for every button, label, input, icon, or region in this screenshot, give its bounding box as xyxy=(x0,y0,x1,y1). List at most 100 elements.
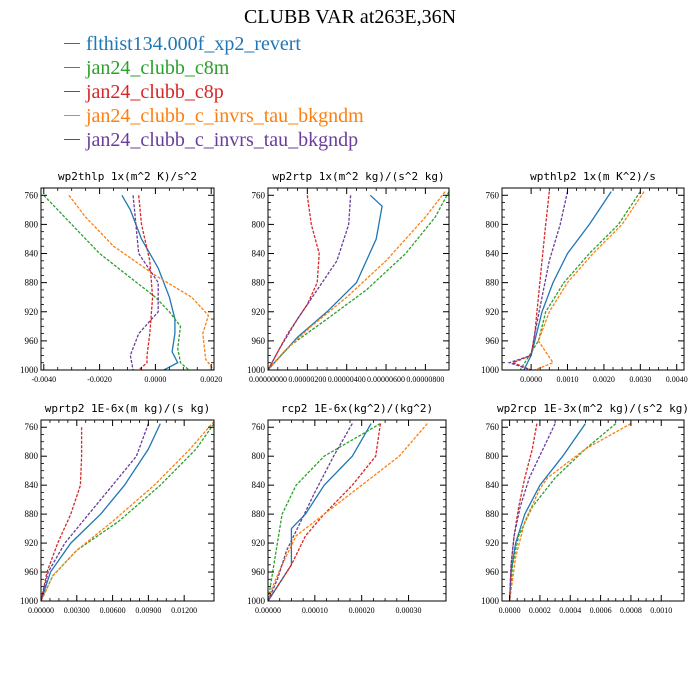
x-tick-label: 0.0002 xyxy=(529,606,551,615)
y-tick-label: 880 xyxy=(252,509,266,519)
x-tick-label: 0.0020 xyxy=(593,375,615,384)
legend-label: flthist134.000f_xp2_revert xyxy=(86,33,301,55)
y-tick-label: 800 xyxy=(25,451,39,461)
panel-title: wprtp2 1E-6x(m kg)/(s kg) xyxy=(45,402,211,415)
y-tick-label: 960 xyxy=(486,567,500,577)
panel-title: wpthlp2 1x(m K^2)/s xyxy=(530,170,656,183)
legend: flthist134.000f_xp2_revert jan24_clubb_c… xyxy=(64,32,364,152)
panel-2: wpthlp2 1x(m K^2)/s 760 800 840 880 920 960 100… xyxy=(481,170,688,384)
series-line-1 xyxy=(268,191,449,370)
x-tick-label: -0.0040 xyxy=(31,375,56,384)
panel-0: wp2thlp 1x(m^2 K)/s^2 760 800 840 880 920 960 1… xyxy=(20,170,222,384)
legend-entry-4: jan24_clubb_c_invrs_tau_bkgndp xyxy=(64,128,364,152)
series-line-1 xyxy=(519,191,641,370)
x-tick-label: 0.0006 xyxy=(590,606,612,615)
legend-swatch xyxy=(64,114,80,116)
y-tick-label: 880 xyxy=(25,509,39,519)
x-tick-label: 0.0020 xyxy=(200,375,222,384)
legend-entry-2: jan24_clubb_c8p xyxy=(64,80,364,104)
x-tick-label: 0.0030 xyxy=(629,375,651,384)
panel-title: rcp2 1E-6x(kg^2)/(kg^2) xyxy=(281,402,433,415)
legend-swatch xyxy=(64,42,80,44)
panel-frame xyxy=(40,419,215,602)
y-tick-label: 840 xyxy=(486,249,500,259)
x-tick-label: 0.0004 xyxy=(559,606,581,615)
legend-entry-3: jan24_clubb_c_invrs_tau_bkgndm xyxy=(64,104,364,128)
panel-title: wp2rcp 1E-3x(m^2 kg)/(s^2 kg) xyxy=(497,402,689,415)
panel-4: rcp2 1E-6x(kg^2)/(kg^2) 760 800 840 880 920 96… xyxy=(247,402,447,615)
legend-swatch xyxy=(64,90,80,92)
y-tick-label: 840 xyxy=(486,480,500,490)
y-tick-label: 760 xyxy=(25,190,39,200)
y-tick-label: 1000 xyxy=(481,365,500,375)
series-group xyxy=(268,191,449,370)
y-tick-label: 960 xyxy=(25,567,39,577)
y-tick-label: 920 xyxy=(486,307,500,317)
y-tick-label: 920 xyxy=(25,538,39,548)
series-line-2 xyxy=(41,427,83,601)
panel-frame xyxy=(40,187,215,371)
x-tick-label: 0.0000 xyxy=(499,606,521,615)
y-tick-label: 840 xyxy=(252,249,266,259)
legend-swatch xyxy=(64,138,80,140)
series-line-3 xyxy=(508,423,632,601)
y-tick-label: 880 xyxy=(252,278,266,288)
series-line-3 xyxy=(268,191,446,370)
y-tick-label: 880 xyxy=(25,278,39,288)
x-tick-label: 0.00010 xyxy=(302,606,328,615)
series-line-2 xyxy=(138,195,154,370)
legend-label: jan24_clubb_c_invrs_tau_bkgndm xyxy=(86,105,364,127)
x-tick-label: 0.0000 xyxy=(144,375,166,384)
y-tick-label: 1000 xyxy=(247,596,266,606)
series-group xyxy=(43,194,214,370)
y-tick-label: 1000 xyxy=(20,365,39,375)
panel-3: wprtp2 1E-6x(m kg)/(s kg) 760 800 840 880 920… xyxy=(20,402,215,615)
y-tick-label: 840 xyxy=(252,480,266,490)
y-tick-label: 920 xyxy=(486,538,500,548)
x-tick-label: 0.00000 xyxy=(255,606,281,615)
series-line-4 xyxy=(508,423,556,601)
panel-1: wp2rtp 1x(m^2 kg)/(s^2 kg) 760 800 840 880 92… xyxy=(247,170,450,384)
x-tick-label: 0.00000400 xyxy=(328,375,366,384)
legend-entry-0: flthist134.000f_xp2_revert xyxy=(64,32,364,56)
x-tick-label: 0.0000 xyxy=(520,375,542,384)
series-line-1 xyxy=(508,423,617,601)
panel-frame xyxy=(501,187,685,371)
x-tick-label: 0.0010 xyxy=(650,606,672,615)
y-tick-label: 880 xyxy=(486,278,500,288)
y-tick-label: 920 xyxy=(252,307,266,317)
series-line-0 xyxy=(268,194,383,370)
series-line-3 xyxy=(268,423,428,601)
series-line-1 xyxy=(41,423,214,601)
series-line-3 xyxy=(534,191,645,370)
y-tick-label: 1000 xyxy=(481,596,500,606)
series-group xyxy=(268,423,428,601)
x-tick-label: 0.0008 xyxy=(620,606,642,615)
x-tick-label: 0.00000600 xyxy=(367,375,405,384)
y-tick-label: 1000 xyxy=(247,365,266,375)
series-line-4 xyxy=(129,195,159,370)
y-tick-label: 920 xyxy=(252,538,266,548)
y-tick-label: 800 xyxy=(486,451,500,461)
x-tick-label: 0.00000200 xyxy=(288,375,326,384)
x-tick-label: 0.00000 xyxy=(28,606,54,615)
y-tick-label: 800 xyxy=(25,219,39,229)
y-tick-label: 960 xyxy=(252,567,266,577)
panel-frame xyxy=(267,419,447,602)
panel-frame xyxy=(267,187,450,371)
y-tick-label: 760 xyxy=(486,190,500,200)
panel-title: wp2rtp 1x(m^2 kg)/(s^2 kg) xyxy=(272,170,444,183)
series-line-3 xyxy=(41,420,214,601)
series-line-0 xyxy=(508,423,586,601)
series-group xyxy=(507,191,645,370)
y-tick-label: 880 xyxy=(486,509,500,519)
y-tick-label: 800 xyxy=(252,451,266,461)
y-tick-label: 960 xyxy=(486,336,500,346)
y-tick-label: 800 xyxy=(252,219,266,229)
legend-swatch xyxy=(64,66,80,68)
y-tick-label: 920 xyxy=(25,307,39,317)
y-tick-label: 960 xyxy=(252,336,266,346)
x-tick-label: 0.0010 xyxy=(557,375,579,384)
x-tick-label: 0.00900 xyxy=(135,606,161,615)
